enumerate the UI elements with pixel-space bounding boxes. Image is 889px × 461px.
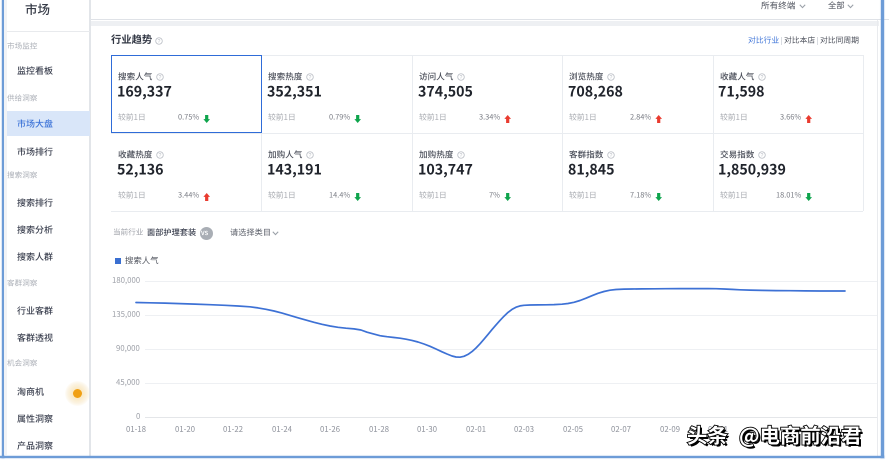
svg-text:?: ? <box>459 153 462 159</box>
svg-text:?: ? <box>159 75 162 81</box>
svg-text:?: ? <box>610 153 613 159</box>
svg-text:?: ? <box>760 153 763 159</box>
svg-text:?: ? <box>157 39 160 45</box>
svg-text:?: ? <box>309 153 312 159</box>
svg-text:?: ? <box>159 153 162 159</box>
svg-text:?: ? <box>610 75 613 81</box>
svg-text:?: ? <box>309 75 312 81</box>
svg-text:?: ? <box>459 75 462 81</box>
svg-text:?: ? <box>760 75 763 81</box>
